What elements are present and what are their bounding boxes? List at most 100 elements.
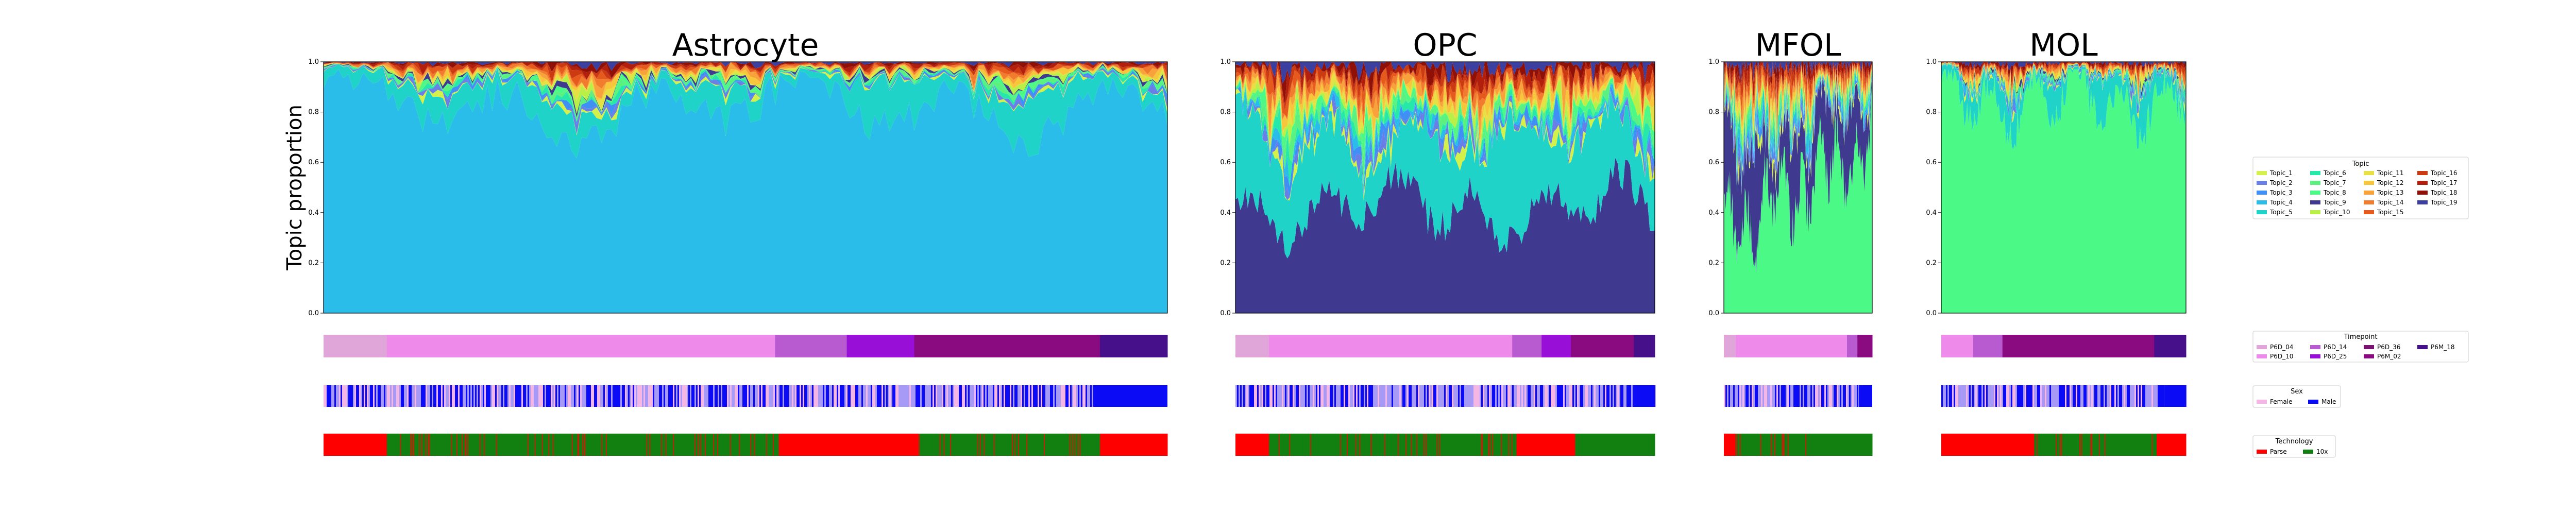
sex-bar — [1235, 385, 1656, 407]
stacked-area — [1724, 62, 1872, 313]
legend-label: Topic_14 — [2377, 199, 2403, 206]
y-tick-label: 1.0 — [1926, 58, 1937, 66]
legend-label: Topic_6 — [2323, 169, 2346, 177]
area-topic-13 — [1235, 65, 1655, 143]
legend-swatch — [2364, 345, 2374, 349]
legend-label: P6D_36 — [2377, 344, 2400, 351]
legend-swatch — [2310, 200, 2320, 204]
legend-label: Topic_7 — [2323, 179, 2346, 186]
area-topic-9 — [1941, 62, 2186, 112]
area-topic-10 — [1235, 77, 1655, 154]
legend-title: Sex — [2291, 388, 2303, 396]
timepoint-segment — [775, 335, 848, 357]
y-tick-label: 0.8 — [1220, 109, 1231, 116]
area-topic-4 — [1235, 84, 1655, 191]
timepoint-segment — [1512, 335, 1542, 357]
legend-label: P6M_18 — [2431, 344, 2455, 351]
legend-label: Topic_2 — [2269, 179, 2293, 186]
area-topic-15 — [1235, 64, 1655, 124]
area-topic-1 — [1724, 75, 1872, 196]
area-topic-17 — [1724, 62, 1872, 99]
legend-swatch — [2310, 171, 2320, 175]
area-topic-18 — [1724, 62, 1872, 89]
legend-label: Topic_18 — [2430, 189, 2457, 196]
area-topic-13 — [1941, 62, 2186, 102]
timepoint-segment — [1736, 335, 1848, 357]
legend-label: P6D_10 — [2270, 353, 2293, 360]
timepoint-segment — [324, 335, 387, 357]
timepoint-segment — [1857, 335, 1873, 357]
panel-title: OPC — [1413, 27, 1477, 63]
area-topic-14 — [324, 62, 1167, 90]
area-topic-4 — [1941, 63, 2186, 116]
plot-frame — [1235, 61, 1655, 314]
legend-label: Topic_4 — [2269, 199, 2293, 206]
panel-title: MOL — [2029, 27, 2098, 63]
area-topic-5 — [1235, 87, 1655, 259]
technology-bar — [1724, 434, 1873, 456]
legend-label: P6M_02 — [2377, 353, 2401, 360]
legend-swatch — [2364, 210, 2374, 214]
plot-frame — [323, 61, 1168, 314]
area-topic-8 — [1941, 69, 2186, 313]
legend-swatch — [2417, 200, 2428, 204]
y-tick-label: 0.0 — [308, 310, 319, 317]
y-tick-label: 0.2 — [308, 259, 319, 267]
legend-swatch — [2364, 191, 2374, 195]
legend-swatch — [2310, 354, 2320, 358]
y-tick-label: 0.8 — [1926, 109, 1937, 116]
y-tick-label: 0.2 — [1708, 259, 1719, 267]
area-topic-2 — [1235, 87, 1655, 200]
legend-label: P6D_25 — [2324, 353, 2347, 360]
area-topic-7 — [1941, 62, 2186, 116]
area-topic-19 — [1941, 62, 2186, 71]
panel-opc: OPC 0.0 0.2 0.4 0.6 0.8 1.0 — [1220, 27, 1656, 456]
area-topic-16 — [1235, 62, 1655, 110]
legend-label: Topic_12 — [2377, 179, 2403, 186]
y-tick-label: 0.4 — [1708, 209, 1719, 217]
y-tick-label: 1.0 — [1220, 58, 1231, 66]
timepoint-segment — [1269, 335, 1513, 357]
area-topic-1 — [1235, 87, 1655, 201]
area-topic-16 — [1724, 62, 1872, 115]
legend-swatch — [2257, 450, 2267, 454]
panel-title: MFOL — [1755, 27, 1842, 63]
area-topic-6 — [1941, 62, 2186, 116]
area-topic-11 — [1235, 73, 1655, 154]
legend-label: Topic_15 — [2377, 209, 2403, 216]
legend-swatch — [2417, 345, 2428, 349]
y-tick-label: 1.0 — [308, 58, 319, 66]
area-topic-5 — [324, 64, 1167, 159]
legend-swatch — [2364, 354, 2374, 358]
area-topic-16 — [324, 62, 1167, 83]
timepoint-segment — [1941, 335, 1974, 357]
y-tick-label: 0.2 — [1926, 259, 1937, 267]
legend-label: Topic_19 — [2430, 199, 2457, 206]
y-tick-label: 0.2 — [1220, 259, 1231, 267]
legend-swatch — [2257, 354, 2267, 358]
panel-mol: MOL 0.0 0.2 0.4 0.6 0.8 1.0 — [1926, 27, 2187, 456]
area-topic-6 — [1235, 80, 1655, 191]
area-topic-9 — [1235, 158, 1655, 313]
area-topic-2 — [324, 64, 1167, 134]
legend-swatch — [2417, 171, 2428, 175]
legend-swatch — [2364, 171, 2374, 175]
area-topic-17 — [1235, 62, 1655, 105]
area-topic-13 — [324, 62, 1167, 99]
legend-swatch — [2310, 181, 2320, 185]
area-topic-6 — [324, 64, 1167, 122]
legend-label: Male — [2321, 398, 2336, 405]
legend-label: Topic_8 — [2323, 189, 2346, 196]
timepoint-segment — [1973, 335, 2003, 357]
technology-bar — [1235, 434, 1655, 456]
legend-swatch — [2257, 210, 2267, 214]
area-topic-19 — [1235, 62, 1655, 84]
area-topic-15 — [324, 62, 1167, 87]
legend-swatch — [2310, 345, 2320, 349]
timepoint-segment — [1541, 335, 1571, 357]
timepoint-segment — [1724, 335, 1736, 357]
legend-swatch — [2310, 191, 2320, 195]
legend-swatch — [2364, 181, 2374, 185]
technology-bar — [324, 434, 1168, 456]
